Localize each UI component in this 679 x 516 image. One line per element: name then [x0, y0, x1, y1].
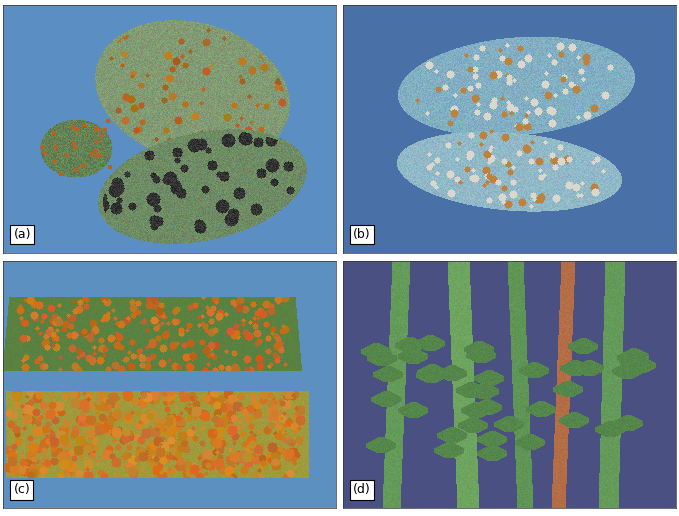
Text: (d): (d)	[353, 483, 371, 496]
Text: (a): (a)	[14, 228, 31, 241]
Text: (b): (b)	[353, 228, 371, 241]
Text: (c): (c)	[14, 483, 30, 496]
